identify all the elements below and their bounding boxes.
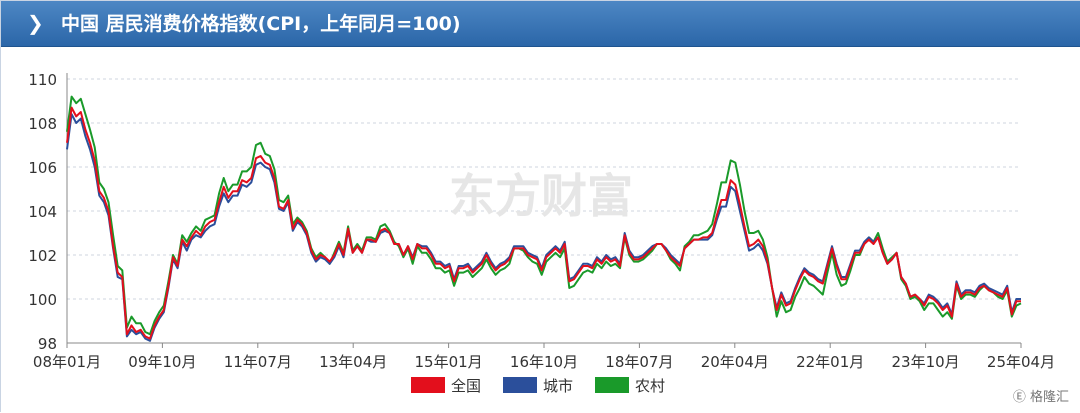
legend-label: 城市 xyxy=(543,377,573,395)
x-tick-label: 18年07月 xyxy=(605,353,673,371)
x-tick-label: 25年04月 xyxy=(987,353,1055,371)
x-tick-label: 20年04月 xyxy=(701,353,769,371)
chart-title: 中国 居民消费价格指数(CPI，上年同月=100) xyxy=(61,13,461,35)
x-tick-label: 13年04月 xyxy=(319,353,387,371)
series-line-urban xyxy=(66,113,1021,342)
y-tick-label: 108 xyxy=(28,115,57,133)
legend-swatch xyxy=(595,377,629,393)
y-tick-label: 102 xyxy=(28,247,57,265)
y-tick-label: 100 xyxy=(28,291,57,309)
x-tick-label: 22年01月 xyxy=(796,353,864,371)
y-tick-label: 98 xyxy=(38,335,57,353)
x-tick-label: 09年10月 xyxy=(128,353,196,371)
y-tick-label: 110 xyxy=(28,71,57,89)
axes: 98 100 102 104 106 108 110 08年01月 09年10月 11年07月 13… xyxy=(28,71,1055,371)
y-tick-label: 106 xyxy=(28,159,57,177)
legend: 全国 城市 农村 xyxy=(411,377,665,395)
logo-icon: Ⓔ xyxy=(1012,390,1026,405)
chevron-right-icon[interactable]: ❯ xyxy=(27,11,44,35)
legend-swatch xyxy=(411,377,445,393)
x-tick-label: 08年01月 xyxy=(33,353,101,371)
plot-area: 东方财富 98 100 102 104 106 108 110 08年01月 09年10月 11年… xyxy=(1,47,1080,413)
gridlines xyxy=(67,78,1021,300)
y-tick-label: 104 xyxy=(28,203,57,221)
cpi-line-chart: 东方财富 98 100 102 104 106 108 110 08年01月 09年10月 11年… xyxy=(28,71,1055,395)
x-tick-label: 23年10月 xyxy=(892,353,960,371)
series-lines xyxy=(66,95,1022,342)
panel-header: ❯ 中国 居民消费价格指数(CPI，上年同月=100) xyxy=(1,1,1080,47)
watermark-text: 东方财富 xyxy=(449,169,633,223)
corner-logo: Ⓔ 格隆汇 xyxy=(1013,386,1069,405)
series-line-national xyxy=(66,106,1021,340)
logo-text: 格隆汇 xyxy=(1029,390,1069,405)
legend-swatch xyxy=(503,377,537,393)
legend-label: 农村 xyxy=(635,377,665,395)
x-tick-label: 16年10月 xyxy=(510,353,578,371)
x-tick-label: 15年01月 xyxy=(415,353,483,371)
legend-label: 全国 xyxy=(451,377,481,395)
x-tick-label: 11年07月 xyxy=(224,353,292,371)
